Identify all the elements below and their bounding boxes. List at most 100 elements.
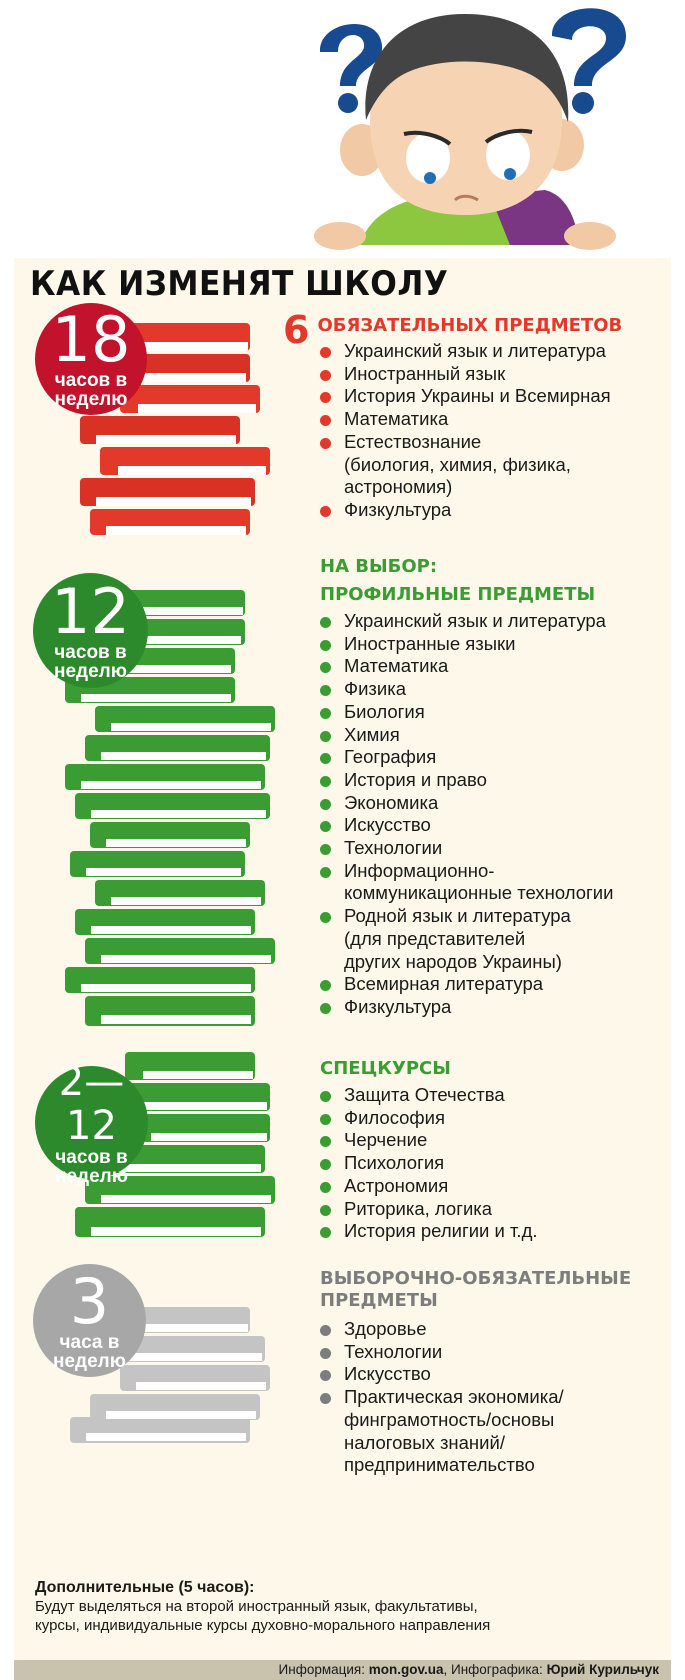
subject-label: Технологии [344,1340,443,1362]
subject-item: Экономика [320,792,613,815]
hours-badge: 18 часов в неделю [35,303,147,415]
bullet-dot-icon [320,662,331,674]
selective-heading: ВЫБОРОЧНО-ОБЯЗАТЕЛЬНЫЕ ПРЕДМЕТЫ [320,1268,632,1311]
mandatory-block: 6 ОБЯЗАТЕЛЬНЫХ ПРЕДМЕТОВ Украинский язык… [283,310,622,522]
subject-label: Искусство [344,814,431,836]
subject-label: Химия [344,723,400,745]
bullet-dot-icon [320,980,331,992]
subject-item: Физика [320,678,613,701]
subject-item: История религии и т.д. [320,1220,538,1243]
subject-item: Защита Отечества [320,1084,538,1107]
subject-item: Психология [320,1152,538,1175]
hours-badge: 12 часов в неделю [33,573,148,688]
subject-label: Астрономия [344,1174,449,1196]
bullet-dot-icon [320,1091,331,1102]
bullet-dot-icon [320,912,331,924]
hours-number: 2—12 [58,1058,125,1149]
selective-block: ВЫБОРОЧНО-ОБЯЗАТЕЛЬНЫЕ ПРЕДМЕТЫ Здоровье… [320,1268,631,1477]
subject-item: Всемирная литература [320,973,613,996]
bullet-dot-icon [320,1347,331,1359]
subject-label: Философия [344,1106,446,1128]
info-source: mon.gov.ua [368,1662,444,1677]
special-block: СПЕЦКУРСЫ Защита Отечества Философия Черче… [320,1058,538,1243]
selective-list: Здоровье Технологии Искусство Практическая … [320,1318,631,1477]
special-heading: СПЕЦКУРСЫ [320,1058,451,1079]
subject-label: Украинский язык и литература [344,340,606,361]
subject-item: История и право [320,769,613,792]
subject-count: 6 [283,308,310,352]
subject-item: Химия [320,724,613,747]
subject-label: Биология [344,700,425,722]
question-mark-icon [551,8,626,114]
choice-heading: НА ВЫБОР: [320,556,438,577]
subject-label: Практическая экономика/ финграмотность/о… [344,1386,564,1476]
subject-label: Информационно- коммуникационные технолог… [344,859,614,904]
special-list: Защита Отечества Философия Черчение Психоло… [320,1084,538,1243]
subject-item: Практическая экономика/ финграмотность/о… [320,1386,631,1477]
bullet-dot-icon [320,415,331,427]
subject-item: Математика [320,655,613,678]
profile-list: Украинский язык и литература Иностранные … [320,610,613,1019]
question-mark-icon [319,23,383,113]
green-books-stack-icon [75,1052,275,1237]
bullet-dot-icon [320,1325,331,1336]
graphics-author: Юрий Курильчук [546,1662,659,1677]
additional-text: Будут выделяться на второй иностранный я… [35,1598,491,1634]
bullet-dot-icon [320,1227,331,1239]
subject-item: Украинский язык и литература [320,610,613,633]
bullet-dot-icon [320,639,331,651]
subject-label: Естествознание (биология, химия, физика,… [344,430,571,498]
bullet-dot-icon [320,753,331,765]
subject-item: Естествознание (биология, химия, физика,… [320,431,622,499]
subject-label: История религии и т.д. [344,1220,538,1242]
subject-item: Черчение [320,1129,538,1152]
subject-label: Защита Отечества [344,1084,505,1105]
subject-item: Физкультура [320,499,622,522]
subject-label: Украинский язык и литература [344,610,606,631]
subject-label: Физкультура [344,995,452,1017]
bullet-dot-icon [320,505,331,517]
bullet-dot-icon [320,1204,331,1216]
bullet-dot-icon [320,1370,331,1382]
bullet-dot-icon [320,1159,331,1171]
subject-label: Математика [344,408,449,430]
mandatory-list: Украинский язык и литература Иностранный … [320,340,622,522]
subject-item: Информационно- коммуникационные технолог… [320,860,613,905]
bullet-dot-icon [320,821,331,833]
subject-label: Экономика [344,791,439,813]
subject-label: Физкультура [344,498,452,520]
subject-item: Математика [320,408,622,431]
credits-bar: Информация: mon.gov.ua, Инфографика: Юри… [14,1660,671,1680]
bullet-dot-icon [320,707,331,719]
info-label: Информация: [278,1662,369,1677]
subject-label: География [344,746,437,768]
subject-item: Иностранный язык [320,363,622,386]
book-icon [120,323,250,351]
hours-badge: 2—12 часов в неделю [35,1060,148,1186]
hours-label: часов в неделю [54,370,128,410]
bullet-dot-icon [320,1136,331,1148]
gray-books-stack-icon [70,1307,270,1443]
subject-label: История и право [344,768,487,790]
bullet-dot-icon [320,1181,331,1193]
subject-label: Физика [344,678,407,700]
subject-label: Всемирная литература [344,973,544,995]
subject-item: Иностранные языки [320,633,613,656]
subject-item: Философия [320,1107,538,1130]
bullet-dot-icon [320,392,331,404]
page-title: КАК ИЗМЕНЯТ ШКОЛУ [30,264,449,304]
hours-label: часов в неделю [54,641,127,682]
subject-label: Технологии [344,837,443,859]
hours-badge: 3 часа в неделю [33,1264,146,1377]
subject-item: География [320,746,613,769]
hours-label: часа в неделю [53,1331,126,1372]
subject-item: Здоровье [320,1318,631,1341]
bullet-dot-icon [320,685,331,697]
subject-item: Искусство [320,814,613,837]
subject-item: Искусство [320,1363,631,1386]
graphics-label: Инфографика: [450,1662,547,1677]
subject-item: Украинский язык и литература [320,340,622,363]
hours-number: 3 [69,1264,110,1338]
credits-separator: , [443,1662,451,1677]
subject-item: Технологии [320,837,613,860]
